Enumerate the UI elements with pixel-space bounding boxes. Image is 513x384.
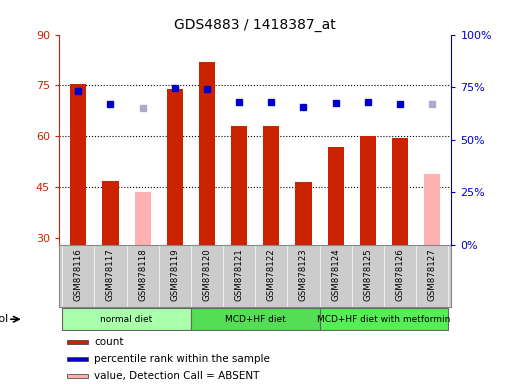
Text: MCD+HF diet with metformin: MCD+HF diet with metformin (317, 315, 450, 324)
Text: MCD+HF diet: MCD+HF diet (225, 315, 286, 324)
Text: GSM878118: GSM878118 (138, 248, 147, 301)
Text: normal diet: normal diet (101, 315, 153, 324)
Text: GSM878124: GSM878124 (331, 248, 340, 301)
Bar (424, 174, 440, 245)
Text: GSM878123: GSM878123 (299, 248, 308, 301)
Bar (70, 84, 86, 245)
Text: percentile rank within the sample: percentile rank within the sample (94, 354, 270, 364)
Bar (320, 308, 448, 330)
Bar (67, 339, 88, 344)
Text: protocol: protocol (0, 314, 8, 324)
Bar (392, 138, 408, 245)
Text: GSM878120: GSM878120 (203, 248, 211, 301)
Bar (328, 147, 344, 245)
Bar (67, 357, 88, 361)
Bar (62, 308, 191, 330)
Text: GSM878126: GSM878126 (396, 248, 404, 301)
Text: value, Detection Call = ABSENT: value, Detection Call = ABSENT (94, 371, 260, 381)
Text: GSM878119: GSM878119 (170, 248, 180, 301)
Text: GSM878127: GSM878127 (428, 248, 437, 301)
Title: GDS4883 / 1418387_at: GDS4883 / 1418387_at (174, 18, 336, 32)
Bar (67, 374, 88, 378)
Bar (103, 180, 119, 245)
Bar (295, 182, 311, 245)
Text: GSM878116: GSM878116 (74, 248, 83, 301)
Bar (263, 126, 280, 245)
Bar (199, 62, 215, 245)
Text: GSM878117: GSM878117 (106, 248, 115, 301)
Bar (231, 126, 247, 245)
Bar (360, 136, 376, 245)
Text: GSM878122: GSM878122 (267, 248, 276, 301)
Bar (191, 308, 320, 330)
Bar (167, 89, 183, 245)
Text: GSM878121: GSM878121 (234, 248, 244, 301)
Text: GSM878125: GSM878125 (363, 248, 372, 301)
Text: count: count (94, 337, 124, 347)
Bar (134, 192, 151, 245)
